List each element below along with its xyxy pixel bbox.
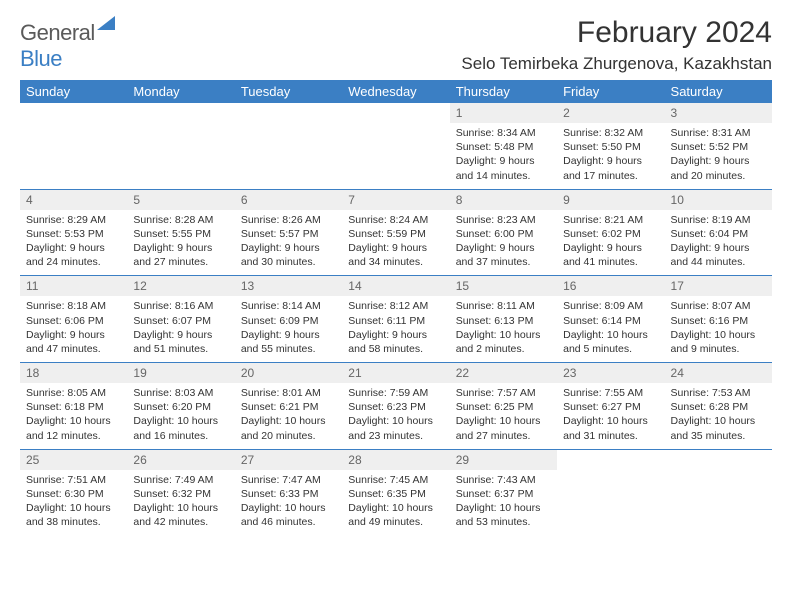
day-number-cell: 27 [235,449,342,470]
day-detail-cell [235,123,342,189]
day-number-cell: 21 [342,363,449,384]
day-number-cell: 22 [450,363,557,384]
day-number-cell: 4 [20,189,127,210]
weekday-header: Wednesday [342,80,449,103]
weekday-header: Sunday [20,80,127,103]
day-number-cell: 5 [127,189,234,210]
day-detail-cell: Sunrise: 7:59 AMSunset: 6:23 PMDaylight:… [342,383,449,449]
day-detail-cell: Sunrise: 7:47 AMSunset: 6:33 PMDaylight:… [235,470,342,536]
day-detail-cell: Sunrise: 8:23 AMSunset: 6:00 PMDaylight:… [450,210,557,276]
location: Selo Temirbeka Zhurgenova, Kazakhstan [461,54,772,74]
day-number-cell: 1 [450,103,557,123]
day-number-cell: 11 [20,276,127,297]
day-detail-cell: Sunrise: 8:24 AMSunset: 5:59 PMDaylight:… [342,210,449,276]
weekday-header-row: Sunday Monday Tuesday Wednesday Thursday… [20,80,772,103]
day-number-cell: 20 [235,363,342,384]
day-number-cell: 25 [20,449,127,470]
weekday-header: Thursday [450,80,557,103]
day-number-cell: 18 [20,363,127,384]
weekday-header: Saturday [665,80,772,103]
day-number-cell: 9 [557,189,664,210]
header: General Blue February 2024 Selo Temirbek… [20,16,772,74]
day-detail-cell: Sunrise: 7:57 AMSunset: 6:25 PMDaylight:… [450,383,557,449]
day-number-cell: 2 [557,103,664,123]
day-detail-row: Sunrise: 8:29 AMSunset: 5:53 PMDaylight:… [20,210,772,276]
day-number-cell: 17 [665,276,772,297]
month-title: February 2024 [461,16,772,50]
day-number-cell [127,103,234,123]
day-detail-cell: Sunrise: 8:09 AMSunset: 6:14 PMDaylight:… [557,296,664,362]
weekday-header: Monday [127,80,234,103]
day-detail-cell: Sunrise: 8:18 AMSunset: 6:06 PMDaylight:… [20,296,127,362]
day-detail-row: Sunrise: 8:34 AMSunset: 5:48 PMDaylight:… [20,123,772,189]
day-detail-cell [127,123,234,189]
day-detail-cell: Sunrise: 8:28 AMSunset: 5:55 PMDaylight:… [127,210,234,276]
day-detail-row: Sunrise: 8:05 AMSunset: 6:18 PMDaylight:… [20,383,772,449]
logo-triangle-icon [97,16,115,30]
day-detail-cell [342,123,449,189]
day-number-cell [20,103,127,123]
day-number-cell: 15 [450,276,557,297]
logo-text: General Blue [20,16,115,72]
calendar-table: Sunday Monday Tuesday Wednesday Thursday… [20,80,772,535]
day-detail-cell: Sunrise: 8:29 AMSunset: 5:53 PMDaylight:… [20,210,127,276]
logo-word-blue: Blue [20,46,62,71]
day-number-cell: 16 [557,276,664,297]
day-number-cell: 13 [235,276,342,297]
day-number-cell: 7 [342,189,449,210]
day-number-cell [557,449,664,470]
day-number-cell: 29 [450,449,557,470]
day-number-row: 123 [20,103,772,123]
day-detail-cell: Sunrise: 8:21 AMSunset: 6:02 PMDaylight:… [557,210,664,276]
day-detail-cell: Sunrise: 8:14 AMSunset: 6:09 PMDaylight:… [235,296,342,362]
weekday-header: Tuesday [235,80,342,103]
day-number-cell [665,449,772,470]
day-number-cell: 10 [665,189,772,210]
logo: General Blue [20,16,115,72]
logo-word-general: General [20,20,95,45]
day-number-cell: 26 [127,449,234,470]
day-number-cell [235,103,342,123]
day-detail-cell [665,470,772,536]
day-detail-cell: Sunrise: 7:43 AMSunset: 6:37 PMDaylight:… [450,470,557,536]
day-detail-cell: Sunrise: 8:05 AMSunset: 6:18 PMDaylight:… [20,383,127,449]
day-detail-cell [20,123,127,189]
day-number-cell: 3 [665,103,772,123]
day-detail-cell: Sunrise: 8:31 AMSunset: 5:52 PMDaylight:… [665,123,772,189]
day-number-row: 45678910 [20,189,772,210]
day-detail-cell: Sunrise: 8:34 AMSunset: 5:48 PMDaylight:… [450,123,557,189]
day-number-cell [342,103,449,123]
day-number-cell: 12 [127,276,234,297]
day-number-cell: 14 [342,276,449,297]
day-number-cell: 28 [342,449,449,470]
day-number-cell: 24 [665,363,772,384]
day-detail-cell: Sunrise: 8:19 AMSunset: 6:04 PMDaylight:… [665,210,772,276]
day-detail-cell: Sunrise: 8:26 AMSunset: 5:57 PMDaylight:… [235,210,342,276]
day-detail-cell: Sunrise: 8:11 AMSunset: 6:13 PMDaylight:… [450,296,557,362]
weekday-header: Friday [557,80,664,103]
day-number-cell: 6 [235,189,342,210]
day-detail-cell: Sunrise: 8:32 AMSunset: 5:50 PMDaylight:… [557,123,664,189]
day-detail-cell: Sunrise: 8:03 AMSunset: 6:20 PMDaylight:… [127,383,234,449]
day-detail-cell: Sunrise: 7:49 AMSunset: 6:32 PMDaylight:… [127,470,234,536]
day-number-cell: 8 [450,189,557,210]
day-detail-cell: Sunrise: 8:12 AMSunset: 6:11 PMDaylight:… [342,296,449,362]
calendar-body: 123Sunrise: 8:34 AMSunset: 5:48 PMDaylig… [20,103,772,535]
day-detail-cell: Sunrise: 7:53 AMSunset: 6:28 PMDaylight:… [665,383,772,449]
day-detail-cell: Sunrise: 8:16 AMSunset: 6:07 PMDaylight:… [127,296,234,362]
day-detail-cell: Sunrise: 7:55 AMSunset: 6:27 PMDaylight:… [557,383,664,449]
day-detail-cell: Sunrise: 8:01 AMSunset: 6:21 PMDaylight:… [235,383,342,449]
day-number-cell: 23 [557,363,664,384]
day-detail-row: Sunrise: 8:18 AMSunset: 6:06 PMDaylight:… [20,296,772,362]
day-number-row: 2526272829 [20,449,772,470]
day-detail-cell: Sunrise: 7:45 AMSunset: 6:35 PMDaylight:… [342,470,449,536]
day-number-cell: 19 [127,363,234,384]
day-detail-cell: Sunrise: 8:07 AMSunset: 6:16 PMDaylight:… [665,296,772,362]
day-number-row: 11121314151617 [20,276,772,297]
day-detail-row: Sunrise: 7:51 AMSunset: 6:30 PMDaylight:… [20,470,772,536]
title-block: February 2024 Selo Temirbeka Zhurgenova,… [461,16,772,74]
day-detail-cell: Sunrise: 7:51 AMSunset: 6:30 PMDaylight:… [20,470,127,536]
day-number-row: 18192021222324 [20,363,772,384]
day-detail-cell [557,470,664,536]
